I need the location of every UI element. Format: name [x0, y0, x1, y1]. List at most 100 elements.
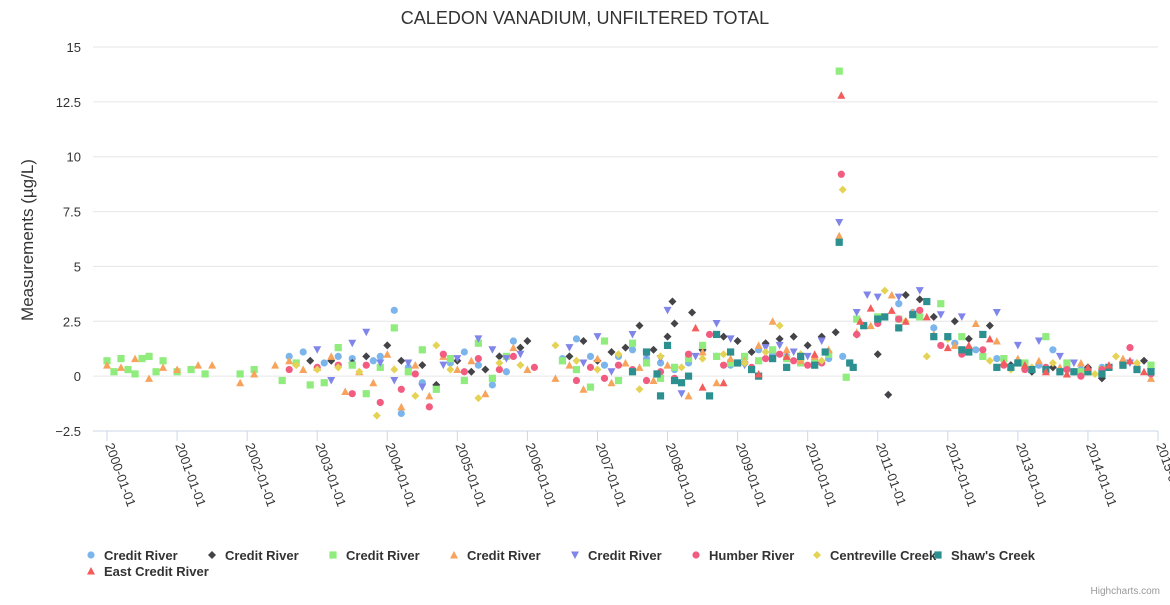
- data-point[interactable]: [299, 348, 307, 356]
- data-point[interactable]: [895, 324, 903, 332]
- data-point[interactable]: [390, 324, 398, 332]
- data-point[interactable]: [488, 346, 497, 354]
- data-point[interactable]: [874, 315, 882, 323]
- data-point[interactable]: [670, 319, 679, 328]
- data-point[interactable]: [1147, 368, 1155, 376]
- data-point[interactable]: [376, 363, 384, 371]
- data-point[interactable]: [607, 368, 616, 376]
- data-point[interactable]: [775, 341, 784, 350]
- data-point[interactable]: [488, 374, 496, 382]
- data-point[interactable]: [1139, 367, 1148, 376]
- data-point[interactable]: [453, 365, 462, 374]
- data-point[interactable]: [747, 348, 756, 357]
- data-point[interactable]: [916, 313, 924, 321]
- data-point[interactable]: [418, 346, 426, 354]
- data-point[interactable]: [782, 352, 791, 360]
- legend-marker[interactable]: [87, 567, 95, 575]
- data-point[interactable]: [250, 369, 259, 378]
- data-point[interactable]: [726, 335, 735, 343]
- data-point[interactable]: [922, 352, 931, 361]
- data-point[interactable]: [755, 357, 763, 365]
- data-point[interactable]: [993, 354, 1001, 363]
- data-point[interactable]: [600, 337, 609, 345]
- data-point[interactable]: [439, 361, 448, 370]
- data-point[interactable]: [754, 341, 763, 349]
- data-point[interactable]: [895, 300, 903, 308]
- data-point[interactable]: [804, 361, 812, 369]
- data-point[interactable]: [663, 361, 672, 369]
- data-point[interactable]: [509, 343, 518, 352]
- data-point[interactable]: [985, 356, 994, 365]
- data-point[interactable]: [628, 346, 637, 354]
- data-point[interactable]: [873, 293, 882, 302]
- data-point[interactable]: [579, 385, 588, 393]
- data-point[interactable]: [810, 350, 819, 358]
- data-point[interactable]: [852, 309, 861, 317]
- data-point[interactable]: [110, 368, 118, 376]
- legend-marker[interactable]: [208, 551, 216, 559]
- data-point[interactable]: [250, 365, 258, 374]
- data-point[interactable]: [187, 365, 195, 374]
- data-point[interactable]: [565, 344, 574, 352]
- data-point[interactable]: [769, 354, 777, 363]
- data-point[interactable]: [348, 354, 356, 363]
- data-point[interactable]: [600, 374, 609, 382]
- data-point[interactable]: [313, 365, 322, 374]
- data-point[interactable]: [915, 295, 924, 304]
- data-point[interactable]: [1111, 352, 1120, 361]
- data-point[interactable]: [628, 330, 637, 339]
- data-point[interactable]: [495, 358, 504, 367]
- data-point[interactable]: [719, 378, 728, 387]
- data-point[interactable]: [362, 361, 370, 369]
- data-point[interactable]: [642, 359, 651, 367]
- data-point[interactable]: [1132, 358, 1141, 367]
- data-point[interactable]: [159, 357, 167, 365]
- data-point[interactable]: [159, 363, 168, 371]
- data-point[interactable]: [376, 352, 384, 360]
- data-point[interactable]: [1014, 359, 1022, 367]
- data-point[interactable]: [369, 378, 378, 387]
- data-point[interactable]: [621, 343, 630, 352]
- data-point[interactable]: [754, 369, 763, 378]
- data-point[interactable]: [1077, 368, 1085, 376]
- data-point[interactable]: [761, 344, 770, 352]
- data-point[interactable]: [901, 290, 910, 299]
- data-point[interactable]: [474, 339, 482, 347]
- data-point[interactable]: [719, 361, 728, 369]
- data-point[interactable]: [1041, 367, 1050, 376]
- legend-item[interactable]: Shaw's Creek: [934, 548, 1036, 563]
- credits-link[interactable]: Highcharts.com: [1091, 586, 1160, 597]
- data-point[interactable]: [516, 350, 525, 359]
- data-point[interactable]: [621, 358, 630, 367]
- data-point[interactable]: [306, 356, 315, 365]
- data-point[interactable]: [1125, 356, 1134, 365]
- data-point[interactable]: [1104, 361, 1113, 369]
- data-point[interactable]: [530, 363, 539, 371]
- data-point[interactable]: [1063, 365, 1071, 374]
- data-point[interactable]: [642, 348, 651, 356]
- data-point[interactable]: [937, 341, 945, 350]
- data-point[interactable]: [712, 319, 721, 328]
- data-point[interactable]: [1070, 368, 1078, 376]
- data-point[interactable]: [1090, 369, 1099, 378]
- data-point[interactable]: [684, 350, 693, 358]
- data-point[interactable]: [835, 231, 844, 240]
- data-point[interactable]: [677, 390, 686, 398]
- data-point[interactable]: [600, 361, 609, 369]
- data-point[interactable]: [138, 354, 146, 363]
- data-point[interactable]: [334, 363, 343, 372]
- data-point[interactable]: [376, 398, 384, 407]
- data-point[interactable]: [887, 306, 896, 314]
- data-point[interactable]: [1020, 361, 1029, 369]
- data-point[interactable]: [446, 354, 454, 363]
- data-point[interactable]: [572, 335, 581, 343]
- data-point[interactable]: [884, 390, 893, 399]
- data-point[interactable]: [873, 350, 882, 359]
- data-point[interactable]: [145, 374, 154, 382]
- data-point[interactable]: [355, 367, 364, 376]
- data-point[interactable]: [460, 348, 468, 356]
- data-point[interactable]: [965, 348, 973, 356]
- data-point[interactable]: [411, 391, 420, 400]
- data-point[interactable]: [474, 354, 482, 363]
- data-point[interactable]: [670, 363, 679, 371]
